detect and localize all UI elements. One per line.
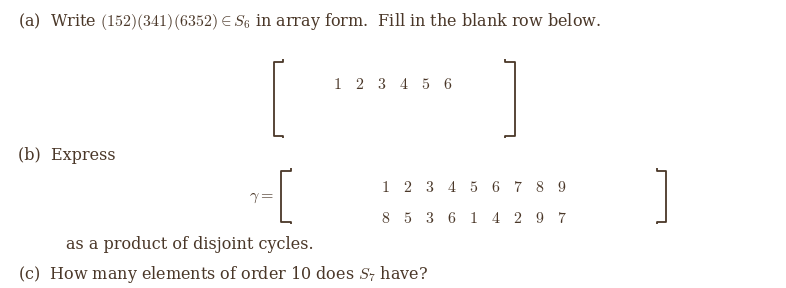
Text: $1 \quad 2 \quad 3 \quad 4 \quad 5 \quad 6 \quad 7 \quad 8 \quad 9$: $1 \quad 2 \quad 3 \quad 4 \quad 5 \quad… [381, 179, 567, 196]
Text: $8 \quad 5 \quad 3 \quad 6 \quad 1 \quad 4 \quad 2 \quad 9 \quad 7$: $8 \quad 5 \quad 3 \quad 6 \quad 1 \quad… [381, 210, 567, 227]
Text: $\gamma = $: $\gamma = $ [249, 188, 274, 205]
Text: $1 \quad 2 \quad 3 \quad 4 \quad 5 \quad 6$: $1 \quad 2 \quad 3 \quad 4 \quad 5 \quad… [333, 76, 453, 93]
Text: (a)  Write $(152)(341)(6352) \in S_6$ in array form.  Fill in the blank row belo: (a) Write $(152)(341)(6352) \in S_6$ in … [18, 11, 601, 32]
Text: as a product of disjoint cycles.: as a product of disjoint cycles. [66, 236, 314, 253]
Text: (c)  How many elements of order 10 does $S_7$ have?: (c) How many elements of order 10 does $… [18, 264, 428, 285]
Text: (b)  Express: (b) Express [18, 147, 116, 164]
